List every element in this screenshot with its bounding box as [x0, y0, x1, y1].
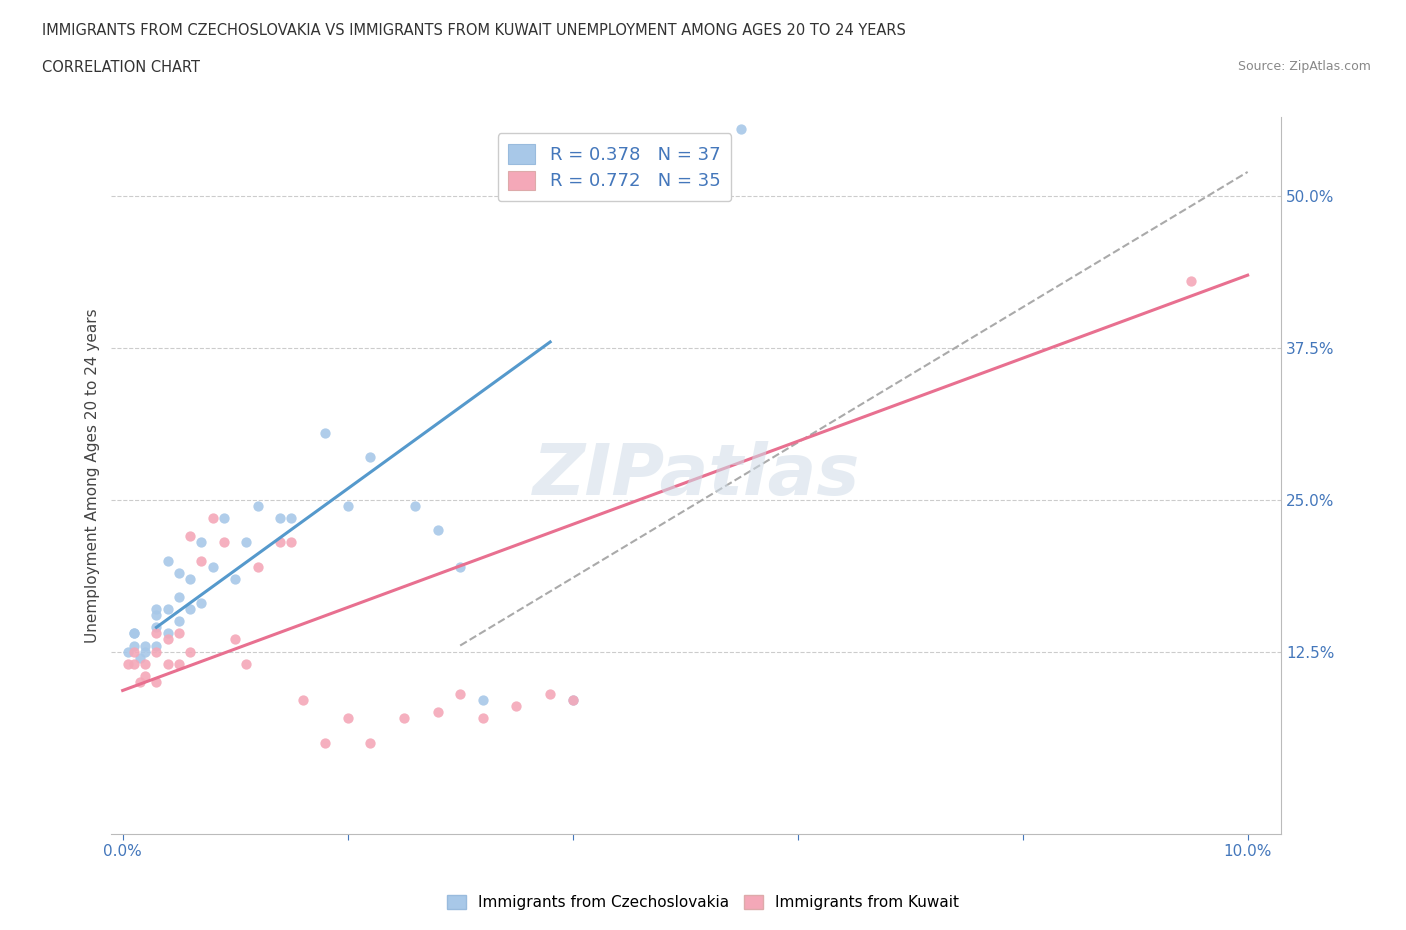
Point — [359, 450, 381, 465]
Point — [167, 614, 190, 629]
Point — [449, 686, 471, 701]
Point — [235, 657, 257, 671]
Point — [179, 571, 201, 586]
Text: CORRELATION CHART: CORRELATION CHART — [42, 60, 200, 75]
Point — [190, 595, 212, 610]
Point — [167, 657, 190, 671]
Point — [167, 590, 190, 604]
Point — [122, 626, 145, 641]
Point — [359, 736, 381, 751]
Point — [134, 669, 156, 684]
Point — [156, 553, 179, 568]
Text: IMMIGRANTS FROM CZECHOSLOVAKIA VS IMMIGRANTS FROM KUWAIT UNEMPLOYMENT AMONG AGES: IMMIGRANTS FROM CZECHOSLOVAKIA VS IMMIGR… — [42, 23, 905, 38]
Point — [156, 657, 179, 671]
Text: Source: ZipAtlas.com: Source: ZipAtlas.com — [1237, 60, 1371, 73]
Point — [224, 571, 246, 586]
Point — [246, 498, 269, 513]
Point — [145, 644, 167, 659]
Point — [117, 644, 139, 659]
Point — [167, 565, 190, 580]
Point — [128, 674, 150, 689]
Point — [280, 535, 302, 550]
Point — [145, 638, 167, 653]
Point — [122, 626, 145, 641]
Point — [134, 644, 156, 659]
Point — [505, 698, 527, 713]
Point — [246, 559, 269, 574]
Point — [122, 638, 145, 653]
Point — [538, 686, 561, 701]
Point — [190, 553, 212, 568]
Point — [145, 626, 167, 641]
Point — [426, 705, 449, 720]
Point — [471, 711, 494, 725]
Point — [336, 498, 359, 513]
Point — [156, 602, 179, 617]
Point — [201, 511, 224, 525]
Point — [404, 498, 426, 513]
Point — [1180, 273, 1202, 288]
Point — [471, 693, 494, 708]
Point — [314, 736, 336, 751]
Point — [280, 511, 302, 525]
Point — [336, 711, 359, 725]
Point — [179, 529, 201, 544]
Point — [561, 693, 583, 708]
Point — [190, 535, 212, 550]
Point — [145, 620, 167, 635]
Point — [224, 632, 246, 647]
Point — [212, 535, 235, 550]
Point — [167, 626, 190, 641]
Point — [122, 644, 145, 659]
Point — [145, 602, 167, 617]
Point — [117, 657, 139, 671]
Point — [128, 650, 150, 665]
Point — [145, 674, 167, 689]
Point — [269, 535, 291, 550]
Point — [392, 711, 415, 725]
Point — [426, 523, 449, 538]
Point — [235, 535, 257, 550]
Point — [156, 626, 179, 641]
Point — [145, 608, 167, 623]
Point — [179, 644, 201, 659]
Point — [201, 559, 224, 574]
Point — [212, 511, 235, 525]
Point — [269, 511, 291, 525]
Text: ZIPatlas: ZIPatlas — [533, 441, 860, 510]
Point — [314, 426, 336, 441]
Point — [122, 657, 145, 671]
Y-axis label: Unemployment Among Ages 20 to 24 years: Unemployment Among Ages 20 to 24 years — [86, 308, 100, 643]
Legend: R = 0.378   N = 37, R = 0.772   N = 35: R = 0.378 N = 37, R = 0.772 N = 35 — [498, 134, 731, 201]
Legend: Immigrants from Czechoslovakia, Immigrants from Kuwait: Immigrants from Czechoslovakia, Immigran… — [440, 887, 966, 918]
Point — [134, 657, 156, 671]
Point — [561, 693, 583, 708]
Point — [134, 638, 156, 653]
Point — [291, 693, 314, 708]
Point — [179, 602, 201, 617]
Point — [156, 632, 179, 647]
Point — [449, 559, 471, 574]
Point — [730, 122, 752, 137]
